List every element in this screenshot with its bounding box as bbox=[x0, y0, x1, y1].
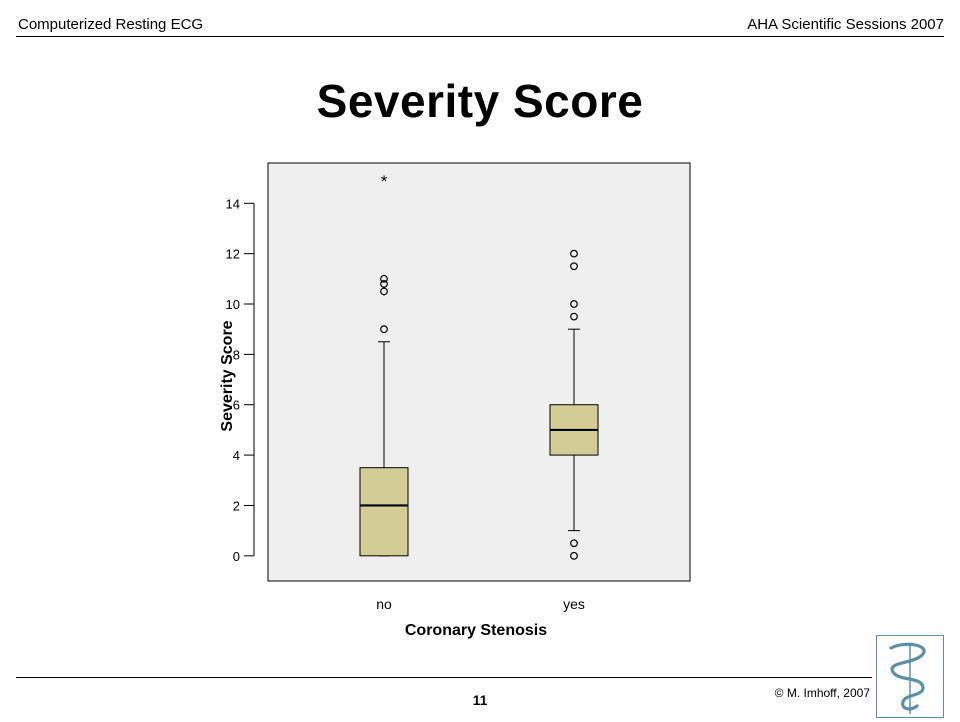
plot-area bbox=[267, 162, 691, 582]
footer-divider bbox=[16, 677, 872, 678]
outlier-point bbox=[570, 539, 578, 548]
y-tick-label: 2 bbox=[233, 498, 240, 513]
x-tick-labels: no yes bbox=[376, 596, 585, 612]
y-tick-label: 0 bbox=[233, 549, 240, 564]
y-axis-label: Severity Score bbox=[219, 320, 236, 431]
iqr-box bbox=[359, 467, 409, 557]
extreme-outlier-point: * bbox=[381, 172, 388, 191]
header-right-text: AHA Scientific Sessions 2007 bbox=[747, 16, 944, 33]
slide-title: Severity Score bbox=[316, 75, 644, 127]
copyright-text: © M. Imhoff, 2007 bbox=[774, 686, 870, 700]
outlier-point bbox=[380, 287, 388, 296]
header-divider bbox=[16, 36, 944, 37]
box-yes bbox=[549, 249, 599, 560]
x-tick-label: yes bbox=[563, 596, 585, 612]
outlier-point bbox=[570, 262, 578, 271]
y-tick-label: 14 bbox=[226, 196, 240, 211]
box-no: * bbox=[359, 172, 409, 557]
outlier-point bbox=[570, 551, 578, 560]
outlier-point bbox=[380, 325, 388, 334]
y-tick-label: 12 bbox=[226, 247, 240, 262]
y-tick-label: 4 bbox=[233, 448, 240, 463]
boxes-group: * bbox=[359, 172, 599, 560]
page-number: 11 bbox=[472, 692, 488, 708]
y-axis: 0 2 4 6 8 10 12 14 bbox=[226, 196, 255, 564]
outlier-point bbox=[380, 279, 388, 288]
caduceus-logo-icon bbox=[876, 635, 944, 718]
outlier-point bbox=[380, 274, 388, 283]
header-left-text: Computerized Resting ECG bbox=[18, 16, 204, 33]
outlier-point bbox=[570, 300, 578, 308]
x-axis-label: Coronary Stenosis bbox=[405, 622, 547, 639]
outlier-point bbox=[570, 312, 578, 321]
y-tick-label: 6 bbox=[233, 398, 240, 413]
y-tick-label: 8 bbox=[233, 347, 240, 362]
outlier-point bbox=[570, 249, 578, 258]
y-tick-label: 10 bbox=[226, 297, 240, 312]
x-tick-label: no bbox=[376, 596, 392, 612]
